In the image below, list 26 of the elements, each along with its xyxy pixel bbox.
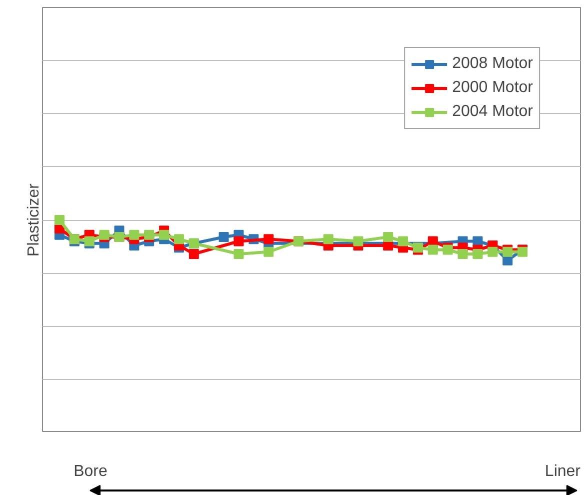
- point: [234, 249, 244, 259]
- point: [398, 236, 408, 246]
- y-axis-title: Plasticizer: [26, 182, 42, 256]
- point: [472, 249, 483, 259]
- point: [234, 236, 244, 246]
- legend-label: 2004 Motor: [452, 103, 533, 121]
- point: [353, 236, 364, 246]
- point: [144, 230, 154, 240]
- point: [383, 232, 394, 242]
- text: Liner: [544, 463, 582, 480]
- point: [99, 230, 110, 240]
- text: Bore: [74, 463, 108, 480]
- point: [264, 234, 274, 244]
- point: [488, 246, 498, 257]
- legend-label: 2008 Motor: [452, 55, 533, 73]
- legend-label: 2000 Motor: [452, 79, 533, 97]
- point: [323, 234, 334, 244]
- point: [188, 249, 199, 259]
- point: [159, 230, 170, 240]
- point: [54, 215, 64, 225]
- point: [129, 230, 140, 240]
- point: [458, 249, 468, 259]
- point: [174, 234, 184, 244]
- point: [218, 232, 229, 242]
- point: [428, 244, 438, 255]
- point: [264, 246, 274, 257]
